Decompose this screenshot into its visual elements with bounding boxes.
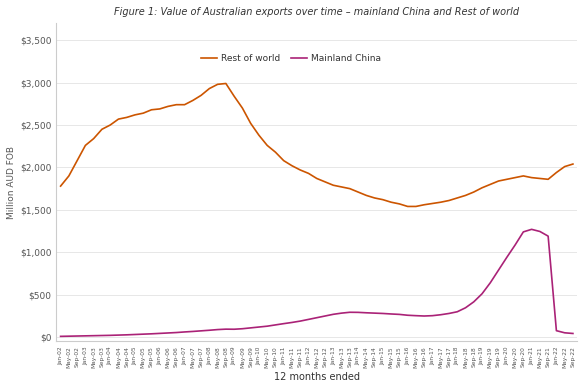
Legend: Rest of world, Mainland China: Rest of world, Mainland China xyxy=(197,50,384,66)
Mainland China xyxy=(197,329,204,333)
Rest of world xyxy=(404,204,411,209)
Rest of world xyxy=(223,81,230,86)
Rest of world xyxy=(57,184,64,188)
Rest of world xyxy=(305,171,312,176)
Mainland China xyxy=(297,319,304,323)
Mainland China xyxy=(214,327,221,332)
Rest of world xyxy=(322,179,329,184)
Title: Figure 1: Value of Australian exports over time – mainland China and Rest of wor: Figure 1: Value of Australian exports ov… xyxy=(114,7,519,17)
Mainland China xyxy=(528,227,535,232)
X-axis label: 12 months ended: 12 months ended xyxy=(274,372,360,382)
Y-axis label: Million AUD FOB: Million AUD FOB xyxy=(7,146,16,219)
Line: Rest of world: Rest of world xyxy=(61,84,573,207)
Mainland China xyxy=(412,313,419,318)
Rest of world xyxy=(214,82,221,87)
Rest of world xyxy=(569,162,576,166)
Mainland China xyxy=(57,334,64,339)
Mainland China xyxy=(313,315,320,320)
Line: Mainland China: Mainland China xyxy=(61,230,573,336)
Mainland China xyxy=(561,331,568,335)
Mainland China xyxy=(569,331,576,336)
Rest of world xyxy=(197,93,204,98)
Rest of world xyxy=(429,201,436,206)
Rest of world xyxy=(561,164,568,169)
